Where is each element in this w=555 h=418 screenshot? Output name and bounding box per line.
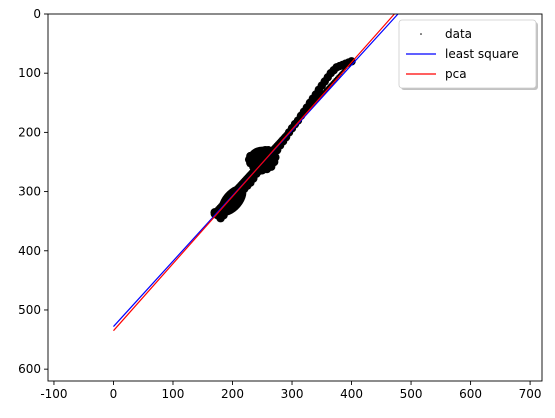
plot-area	[113, 14, 399, 332]
legend-marker	[420, 33, 422, 35]
y-tick-label: 200	[18, 125, 41, 139]
y-tick-label: 400	[18, 244, 41, 258]
legend-entry: least square	[406, 47, 519, 61]
x-tick-label: 600	[459, 387, 482, 401]
x-tick-label: 0	[110, 387, 118, 401]
legend-label: least square	[445, 47, 519, 61]
x-tick-label: -100	[40, 387, 67, 401]
legend-label: pca	[445, 67, 467, 81]
y-tick-label: 500	[18, 303, 41, 317]
x-tick-label: 300	[281, 387, 304, 401]
data-cluster	[218, 185, 247, 216]
legend-entry: pca	[406, 67, 467, 81]
data-cluster	[247, 146, 278, 173]
axes: -100 0 100 200 300 400 500 600 700 0 100 200 300 400 5…	[18, 7, 543, 401]
y-tick-label: 600	[18, 362, 41, 376]
y-tick-label: 100	[18, 66, 41, 80]
x-tick-label: 500	[400, 387, 423, 401]
legend-box	[398, 19, 537, 89]
legend: data least square pca	[398, 19, 538, 90]
x-tick-label: 100	[162, 387, 185, 401]
legend-label: data	[445, 27, 472, 41]
y-tick-label: 0	[33, 7, 41, 21]
axes-frame	[47, 13, 543, 382]
y-tick-label: 300	[18, 185, 41, 199]
series-line-pca	[113, 14, 395, 332]
x-tick-label: 700	[519, 387, 542, 401]
legend-entry: data	[420, 27, 472, 41]
x-tick-label: 200	[221, 387, 244, 401]
x-tick-label: 400	[340, 387, 363, 401]
